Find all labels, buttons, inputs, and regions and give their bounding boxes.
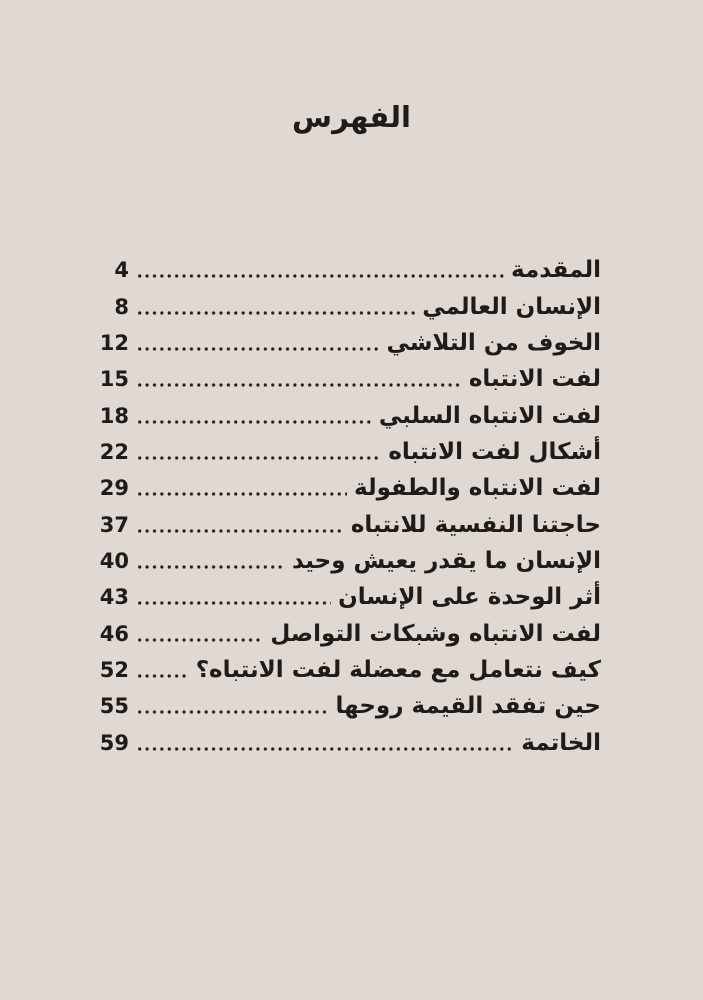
toc-dot-leader: [136, 419, 372, 424]
toc-entry-title: لفت الانتباه وشبكات التواصل: [270, 620, 601, 647]
toc-page-number: 37: [99, 512, 129, 537]
toc-page-number: 40: [99, 548, 129, 573]
toc-entry-title: أثر الوحدة على الإنسان: [338, 584, 601, 611]
toc-dot-leader: [136, 601, 332, 606]
toc-entry-title: حين تفقد القيمة روحها: [335, 693, 601, 720]
toc-dot-leader: [136, 346, 380, 351]
toc-page-number: 59: [99, 730, 129, 755]
toc-page-number: 22: [99, 439, 129, 464]
toc-entry: 22 أشكال لفت الانتباه: [96, 434, 601, 470]
toc-entry: 59 الخاتمة: [96, 724, 601, 760]
toc-dot-leader: [136, 746, 515, 751]
toc-page-number: 12: [99, 330, 129, 355]
toc-entry: 29 لفت الانتباه والطفولة: [96, 470, 601, 506]
toc-page-number: 43: [99, 585, 129, 610]
page-title: الفهرس: [292, 100, 411, 134]
toc-entry-title: الإنسان ما يقدر يعيش وحيد: [291, 547, 601, 574]
toc-entry-title: المقدمة: [511, 257, 601, 284]
toc-dot-leader: [136, 492, 348, 497]
toc-page-number: 29: [99, 476, 129, 501]
toc-entry: 18 لفت الانتباه السلبي: [96, 397, 601, 433]
toc-dot-leader: [136, 564, 285, 569]
toc-page-number: 52: [99, 657, 129, 682]
toc-dot-leader: [136, 637, 264, 642]
toc-page-number: 4: [114, 258, 129, 283]
toc-entry-title: حاجتنا النفسية للانتباه: [350, 511, 601, 538]
toc-entry-title: لفت الانتباه: [468, 366, 601, 393]
toc-entry: 12 الخوف من التلاشي: [96, 325, 601, 361]
toc-entry: 15 لفت الانتباه: [96, 361, 601, 397]
toc-page-number: 55: [99, 694, 129, 719]
toc-entry-title: الخوف من التلاشي: [386, 329, 601, 356]
toc-page-number: 15: [99, 367, 129, 392]
toc-entry: 43 أثر الوحدة على الإنسان: [96, 579, 601, 615]
toc-entry-title: كيف نتعامل مع معضلة لفت الانتباه؟: [195, 656, 601, 683]
toc-dot-leader: [136, 710, 329, 715]
toc-dot-leader: [136, 673, 189, 678]
toc-entry: 37 حاجتنا النفسية للانتباه: [96, 506, 601, 542]
toc-entry: 52 كيف نتعامل مع معضلة لفت الانتباه؟: [96, 652, 601, 688]
toc-entry-title: الإنسان العالمي: [422, 293, 601, 320]
toc-dot-leader: [136, 455, 382, 460]
toc-dot-leader: [136, 383, 462, 388]
toc-entry-title: الخاتمة: [521, 729, 601, 756]
toc-entry-title: لفت الانتباه والطفولة: [354, 475, 601, 502]
toc-dot-leader: [136, 528, 344, 533]
toc-entry-title: أشكال لفت الانتباه: [388, 438, 601, 465]
toc-page-number: 8: [114, 294, 129, 319]
toc-entry: 46 لفت الانتباه وشبكات التواصل: [96, 615, 601, 651]
toc-entry: 8 الإنسان العالمي: [96, 288, 601, 324]
toc-page-number: 46: [99, 621, 129, 646]
toc-list: 4 المقدمة 8 الإنسان العالمي 12 الخوف من التلا…: [96, 252, 601, 761]
toc-page-number: 18: [99, 403, 129, 428]
toc-entry: 4 المقدمة: [96, 252, 601, 288]
toc-dot-leader: [136, 274, 505, 279]
toc-entry-title: لفت الانتباه السلبي: [378, 402, 601, 429]
toc-dot-leader: [136, 310, 416, 315]
toc-entry: 40 الإنسان ما يقدر يعيش وحيد: [96, 543, 601, 579]
toc-entry: 55 حين تفقد القيمة روحها: [96, 688, 601, 724]
